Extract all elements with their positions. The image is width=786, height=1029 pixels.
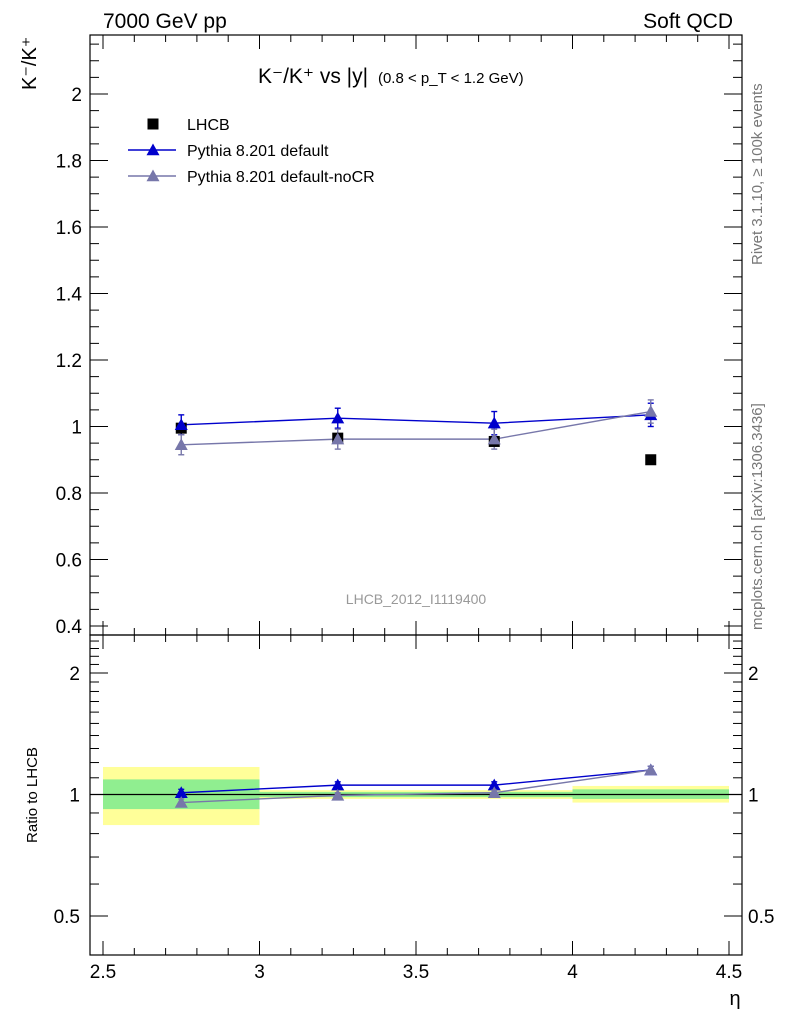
main-ylabel: K⁻/K⁺: [19, 37, 41, 90]
ratio-ytick-label-right: 0.5: [748, 907, 774, 928]
chart-subtitle: (0.8 < p_T < 1.2 GeV): [378, 70, 524, 87]
main-data-point: [645, 454, 657, 466]
ratio-ylabel: Ratio to LHCB: [24, 747, 41, 843]
main-mc-point: [487, 432, 501, 445]
ratio-xtick-label: 4: [567, 962, 578, 983]
ratio-ytick-label-right: 1: [748, 786, 759, 807]
legend-label: Pythia 8.201 default-noCR: [187, 169, 375, 186]
main-ytick-label: 0.8: [56, 484, 82, 505]
ratio-mc-point: [487, 778, 501, 791]
ratio-xtick-label: 2.5: [90, 962, 116, 983]
legend-marker: [146, 169, 160, 182]
legend-marker: [147, 118, 159, 130]
chart-title: K⁻/K⁺ vs |y| (0.8 < p_T < 1.2 GeV): [258, 65, 524, 88]
main-series-line: [181, 414, 651, 426]
ratio-mc-point: [174, 796, 188, 808]
legend-marker: [146, 143, 160, 156]
ratio-axes: 0.5 0.5 1 1 2 2 2.5 3 3.5 4 4.5: [54, 635, 774, 983]
ratio-ytick-label-right: 2: [748, 664, 759, 685]
ratio-mc-point: [331, 788, 345, 801]
ratio-mc-point: [644, 763, 658, 776]
main-ytick-label: 0.4: [56, 617, 83, 638]
side-label-mcplots: mcplots.cern.ch [arXiv:1306.3436]: [749, 403, 766, 630]
main-mc-point: [174, 418, 188, 431]
main-ytick-label: 1.4: [56, 285, 83, 306]
main-series: [174, 399, 658, 466]
main-ytick-label: 1: [71, 418, 82, 439]
main-ytick-label: 0.6: [56, 551, 82, 572]
ratio-mc-point: [174, 786, 188, 798]
main-ytick-label: 1.2: [56, 351, 82, 372]
legend-label: Pythia 8.201 default: [187, 143, 329, 160]
ratio-xtick-label: 3.5: [403, 962, 429, 983]
main-ytick-label: 1.8: [56, 152, 82, 173]
ratio-mc-point: [487, 786, 501, 798]
ratio-mc-point: [331, 778, 345, 791]
side-label-rivet: Rivet 3.1.10, ≥ 100k events: [749, 83, 766, 265]
main-ytick-label: 1.6: [56, 218, 82, 239]
ratio-ytick-label: 1: [69, 786, 80, 807]
ratio-xlabel: η: [729, 988, 740, 1010]
legend-label: LHCB: [187, 117, 230, 134]
ratio-xtick-label: 4.5: [716, 962, 742, 983]
ratio-series-line: [181, 769, 651, 794]
header-right: Soft QCD: [643, 10, 733, 33]
ratio-ytick-label: 2: [69, 664, 80, 685]
main-mc-point: [644, 405, 658, 417]
ratio-bands: [90, 766, 742, 826]
ratio-series: [174, 763, 658, 808]
main-axes: 0.4 0.6 0.8 1 1.2 1.4 1.6 1.8 2: [56, 35, 742, 638]
watermark: LHCB_2012_I1119400: [346, 591, 487, 607]
ratio-ytick-label: 0.5: [54, 907, 80, 928]
ratio-xtick-label: 3: [254, 962, 265, 983]
main-mc-point: [331, 432, 345, 445]
legend: LHCB Pythia 8.201 default Pythia 8.201 def…: [128, 117, 375, 186]
ratio-series-line: [181, 769, 651, 804]
header-left: 7000 GeV pp: [103, 10, 227, 33]
main-mc-point: [174, 438, 188, 450]
main-series-line: [181, 410, 651, 446]
main-mc-point: [487, 416, 501, 429]
main-ytick-label: 2: [71, 85, 82, 106]
main-mc-point: [331, 411, 345, 424]
